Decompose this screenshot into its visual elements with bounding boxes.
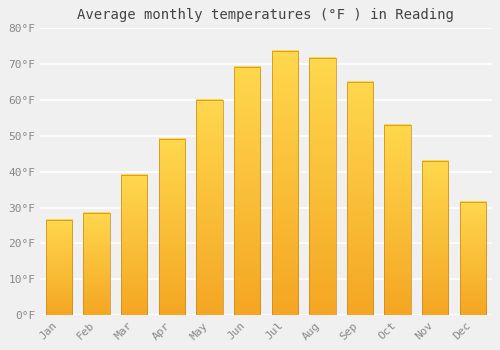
Bar bbox=[384, 125, 411, 315]
Bar bbox=[158, 139, 185, 315]
Bar bbox=[121, 175, 148, 315]
Bar bbox=[347, 82, 373, 315]
Bar bbox=[234, 67, 260, 315]
Title: Average monthly temperatures (°F ) in Reading: Average monthly temperatures (°F ) in Re… bbox=[78, 8, 454, 22]
Bar bbox=[46, 220, 72, 315]
Bar bbox=[422, 161, 448, 315]
Bar bbox=[460, 202, 486, 315]
Bar bbox=[196, 100, 222, 315]
Bar bbox=[84, 213, 110, 315]
Bar bbox=[272, 51, 298, 315]
Bar bbox=[309, 58, 336, 315]
